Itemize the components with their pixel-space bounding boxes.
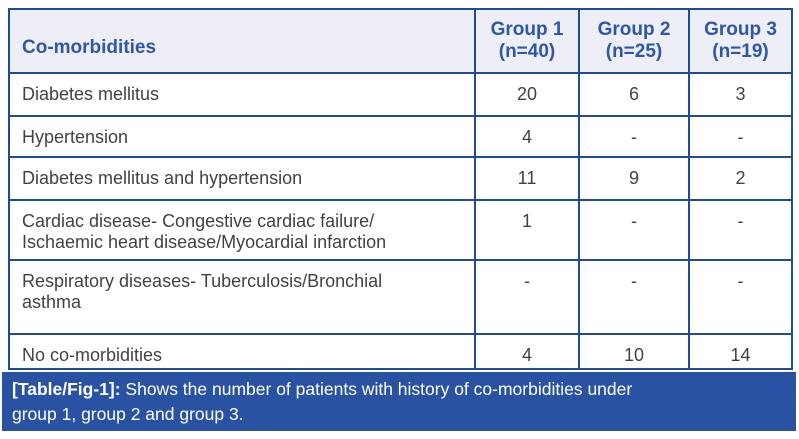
row-value-group3: - [688,199,793,261]
row-label: Hypertension [8,115,476,158]
table-row: No co-morbidities 4 10 14 [8,333,793,370]
row-value-group3: 3 [688,72,793,117]
table-row: Diabetes mellitus 20 6 3 [8,72,793,117]
column-header-comorbidities: Co-morbidities [8,8,476,74]
row-label: Diabetes mellitus and hypertension [8,156,476,201]
figure-caption: [Table/Fig-1]: Shows the number of patie… [2,372,796,431]
row-label: Diabetes mellitus [8,72,476,117]
figure-caption-text: Shows the number of patients with histor… [12,379,633,424]
row-value-group1: 1 [474,199,580,261]
row-value-group2: 9 [578,156,690,201]
table-row: Hypertension 4 - - [8,115,793,158]
row-value-group1: 11 [474,156,580,201]
figure-caption-tag: [Table/Fig-1]: [12,379,121,399]
row-value-group1: 4 [474,115,580,158]
row-value-group1: 4 [474,333,580,370]
row-value-group2: - [578,199,690,261]
row-value-group3: 2 [688,156,793,201]
row-value-group1: 20 [474,72,580,117]
column-header-group2: Group 2 (n=25) [578,8,690,74]
row-value-group2: 6 [578,72,690,117]
comorbidities-table-wrap: Co-morbidities Group 1 (n=40) Group 2 (n… [8,8,793,370]
row-value-group3: 14 [688,333,793,370]
row-value-group3: - [688,259,793,335]
row-value-group2: - [578,259,690,335]
row-value-group1: - [474,259,580,335]
table-row: Cardiac disease- Congestive cardiac fail… [8,199,793,261]
column-header-group1: Group 1 (n=40) [474,8,580,74]
table-row: Respiratory diseases- Tuberculosis/Bronc… [8,259,793,335]
row-value-group2: - [578,115,690,158]
row-value-group3: - [688,115,793,158]
row-label: Cardiac disease- Congestive cardiac fail… [8,199,476,261]
row-value-group2: 10 [578,333,690,370]
table-row: Diabetes mellitus and hypertension 11 9 … [8,156,793,201]
row-label: No co-morbidities [8,333,476,370]
column-header-group3: Group 3 (n=19) [688,8,793,74]
comorbidities-table: Co-morbidities Group 1 (n=40) Group 2 (n… [8,8,793,370]
row-label: Respiratory diseases- Tuberculosis/Bronc… [8,259,476,335]
table-header-row: Co-morbidities Group 1 (n=40) Group 2 (n… [8,8,793,74]
